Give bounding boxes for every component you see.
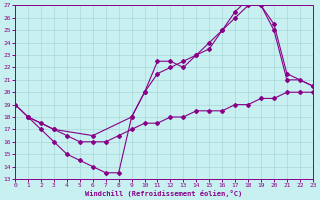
X-axis label: Windchill (Refroidissement éolien,°C): Windchill (Refroidissement éolien,°C) [85, 190, 243, 197]
